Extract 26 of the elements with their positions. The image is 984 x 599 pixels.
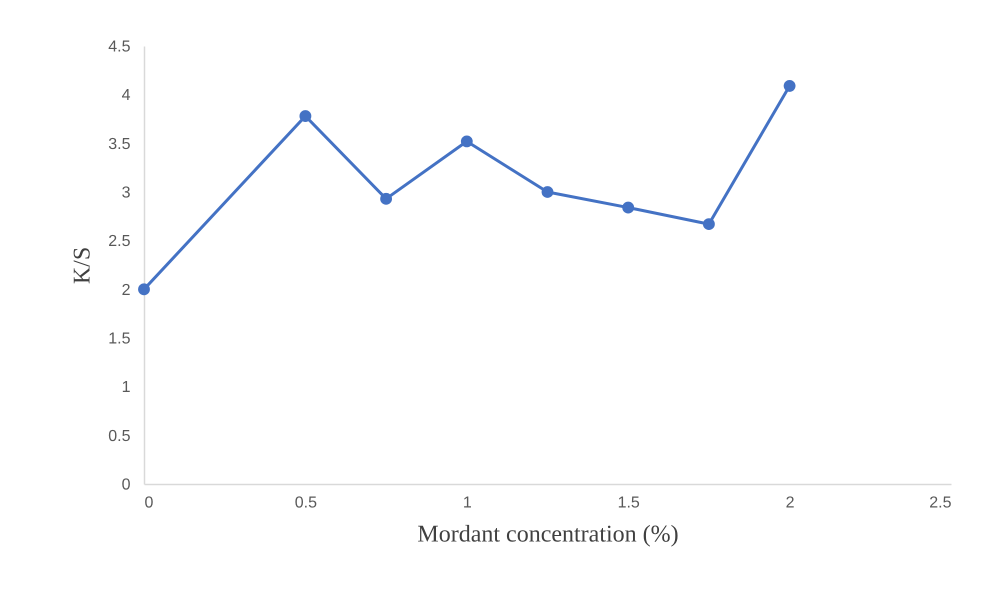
x-tick-label: 1 [462, 494, 472, 512]
y-tick-label: 2.5 [108, 233, 131, 250]
y-tick-label: 0.5 [108, 428, 131, 445]
y-tick-label: 2 [122, 282, 131, 299]
y-tick-label: 4.5 [108, 38, 131, 56]
point [702, 218, 715, 230]
x-tick-label: 0 [144, 494, 154, 512]
y-tick-label: 3.5 [108, 136, 131, 153]
x-tick-label: 2 [786, 494, 795, 512]
y-tick-label: 1 [122, 379, 131, 396]
x-tick-label: 2.5 [929, 494, 952, 512]
point [784, 80, 796, 92]
point [460, 135, 473, 148]
y-tick-label: 4 [122, 87, 131, 104]
y-tick-label: 3 [122, 184, 131, 202]
y-tick-label: 1.5 [108, 330, 131, 348]
y-tick-label: 0 [122, 476, 131, 494]
point [138, 283, 150, 296]
point [380, 192, 392, 205]
x-axis-title: Mordant concentration (%) [417, 522, 679, 548]
x-tick-label: 0.5 [294, 494, 318, 512]
point [622, 202, 634, 214]
x-tick-label: 1.5 [618, 494, 640, 512]
point [542, 186, 554, 198]
point [299, 110, 312, 122]
y-axis-title: K/S [69, 246, 96, 284]
